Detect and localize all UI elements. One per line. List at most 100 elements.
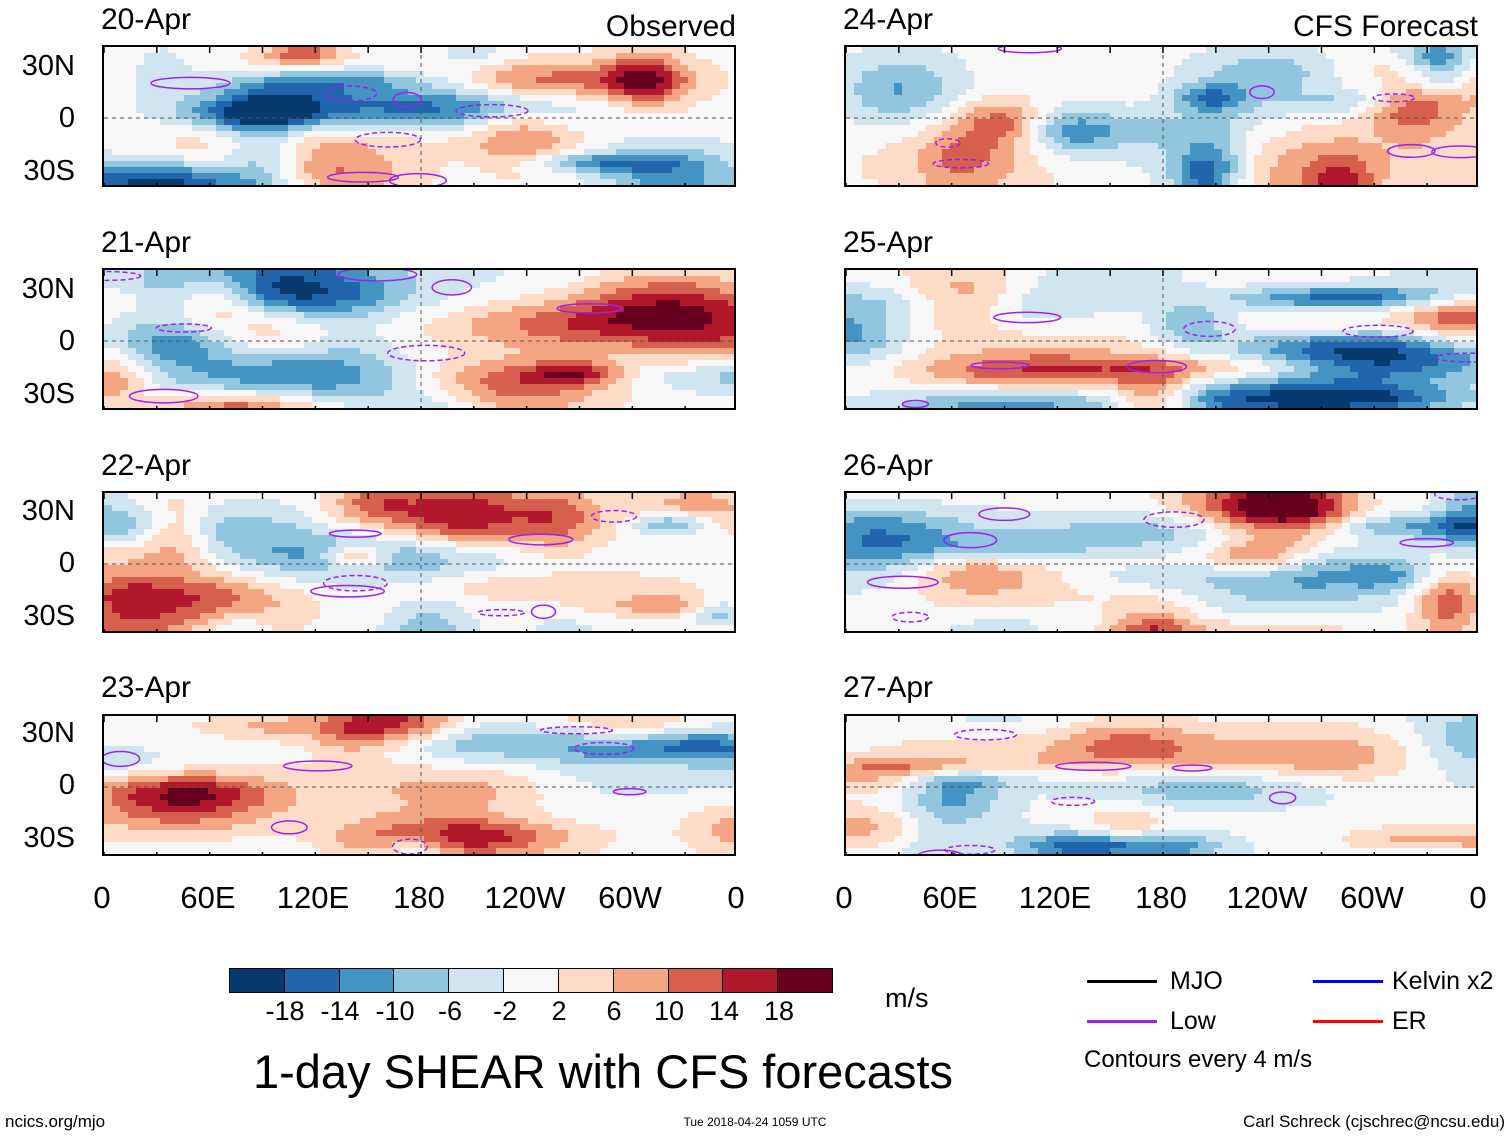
shear-cell xyxy=(152,535,160,541)
shear-cell xyxy=(712,300,720,306)
shear-cell xyxy=(184,511,192,517)
shear-cell xyxy=(208,65,216,71)
shear-cell xyxy=(248,306,256,312)
shear-cell xyxy=(520,511,528,517)
shear-cell xyxy=(448,312,456,318)
shear-cell xyxy=(648,306,656,312)
shear-cell xyxy=(648,282,656,288)
shear-cell xyxy=(600,276,608,282)
shear-cell xyxy=(144,143,152,149)
shear-cell xyxy=(536,173,544,179)
shear-cell xyxy=(624,547,632,553)
shear-cell xyxy=(720,336,728,342)
shear-cell xyxy=(128,155,136,161)
shear-cell xyxy=(400,354,408,360)
shear-cell xyxy=(352,137,360,143)
shear-cell xyxy=(312,354,320,360)
shear-cell xyxy=(568,119,576,125)
shear-cell xyxy=(448,354,456,360)
shear-cell xyxy=(104,270,112,276)
shear-cell xyxy=(536,390,544,396)
shear-cell xyxy=(232,384,240,390)
shear-cell xyxy=(520,348,528,354)
shear-cell xyxy=(208,330,216,336)
shear-cell xyxy=(608,511,616,517)
shear-cell xyxy=(168,390,176,396)
shear-cell xyxy=(664,372,672,378)
shear-cell xyxy=(152,571,160,577)
shear-cell xyxy=(384,306,392,312)
shear-cell xyxy=(176,282,184,288)
shear-cell xyxy=(616,529,624,535)
shear-cell xyxy=(272,107,280,113)
shear-cell xyxy=(472,318,480,324)
shear-cell xyxy=(696,107,704,113)
shear-cell xyxy=(224,131,232,137)
shear-cell xyxy=(160,131,168,137)
shear-cell xyxy=(312,125,320,131)
shear-cell xyxy=(336,559,344,565)
shear-cell xyxy=(112,402,120,408)
shear-cell xyxy=(616,65,624,71)
shear-cell xyxy=(144,179,152,185)
shear-cell xyxy=(712,294,720,300)
shear-cell xyxy=(464,408,472,410)
shear-cell xyxy=(512,270,520,276)
shear-cell xyxy=(440,390,448,396)
shear-cell xyxy=(144,83,152,89)
shear-cell xyxy=(456,149,464,155)
shear-cell xyxy=(168,59,176,65)
shear-cell xyxy=(424,125,432,131)
shear-cell xyxy=(640,372,648,378)
shear-cell xyxy=(128,378,136,384)
shear-cell xyxy=(664,342,672,348)
shear-cell xyxy=(392,553,400,559)
shear-cell xyxy=(272,571,280,577)
shear-cell xyxy=(440,137,448,143)
shear-cell xyxy=(392,366,400,372)
shear-cell xyxy=(112,571,120,577)
shear-cell xyxy=(320,131,328,137)
shear-cell xyxy=(680,318,688,324)
shear-cell xyxy=(608,59,616,65)
shear-cell xyxy=(552,143,560,149)
shear-cell xyxy=(200,372,208,378)
shear-cell xyxy=(376,131,384,137)
shear-cell xyxy=(512,300,520,306)
shear-cell xyxy=(560,77,568,83)
shear-cell xyxy=(208,565,216,571)
shear-cell xyxy=(392,342,400,348)
shear-cell xyxy=(336,535,344,541)
shear-cell xyxy=(344,390,352,396)
shear-cell xyxy=(152,559,160,565)
shear-cell xyxy=(440,125,448,131)
shear-cell xyxy=(536,324,544,330)
shear-cell xyxy=(264,149,272,155)
shear-cell xyxy=(376,288,384,294)
shear-cell xyxy=(528,348,536,354)
shear-cell xyxy=(480,372,488,378)
shear-cell xyxy=(400,318,408,324)
shear-cell xyxy=(232,119,240,125)
shear-cell xyxy=(328,571,336,577)
shear-cell xyxy=(320,53,328,59)
shear-cell xyxy=(304,167,312,173)
shear-cell xyxy=(384,565,392,571)
shear-cell xyxy=(632,312,640,318)
shear-cell xyxy=(400,113,408,119)
shear-cell xyxy=(336,47,344,53)
shear-cell xyxy=(280,402,288,408)
shear-cell xyxy=(272,113,280,119)
shear-cell xyxy=(256,354,264,360)
shear-cell xyxy=(584,161,592,167)
shear-cell xyxy=(120,541,128,547)
shear-cell xyxy=(632,161,640,167)
shear-cell xyxy=(624,541,632,547)
shear-cell xyxy=(136,378,144,384)
shear-cell xyxy=(664,294,672,300)
shear-cell xyxy=(440,113,448,119)
shear-cell xyxy=(416,529,424,535)
shear-cell xyxy=(688,396,696,402)
shear-cell xyxy=(576,282,584,288)
shear-cell xyxy=(464,294,472,300)
